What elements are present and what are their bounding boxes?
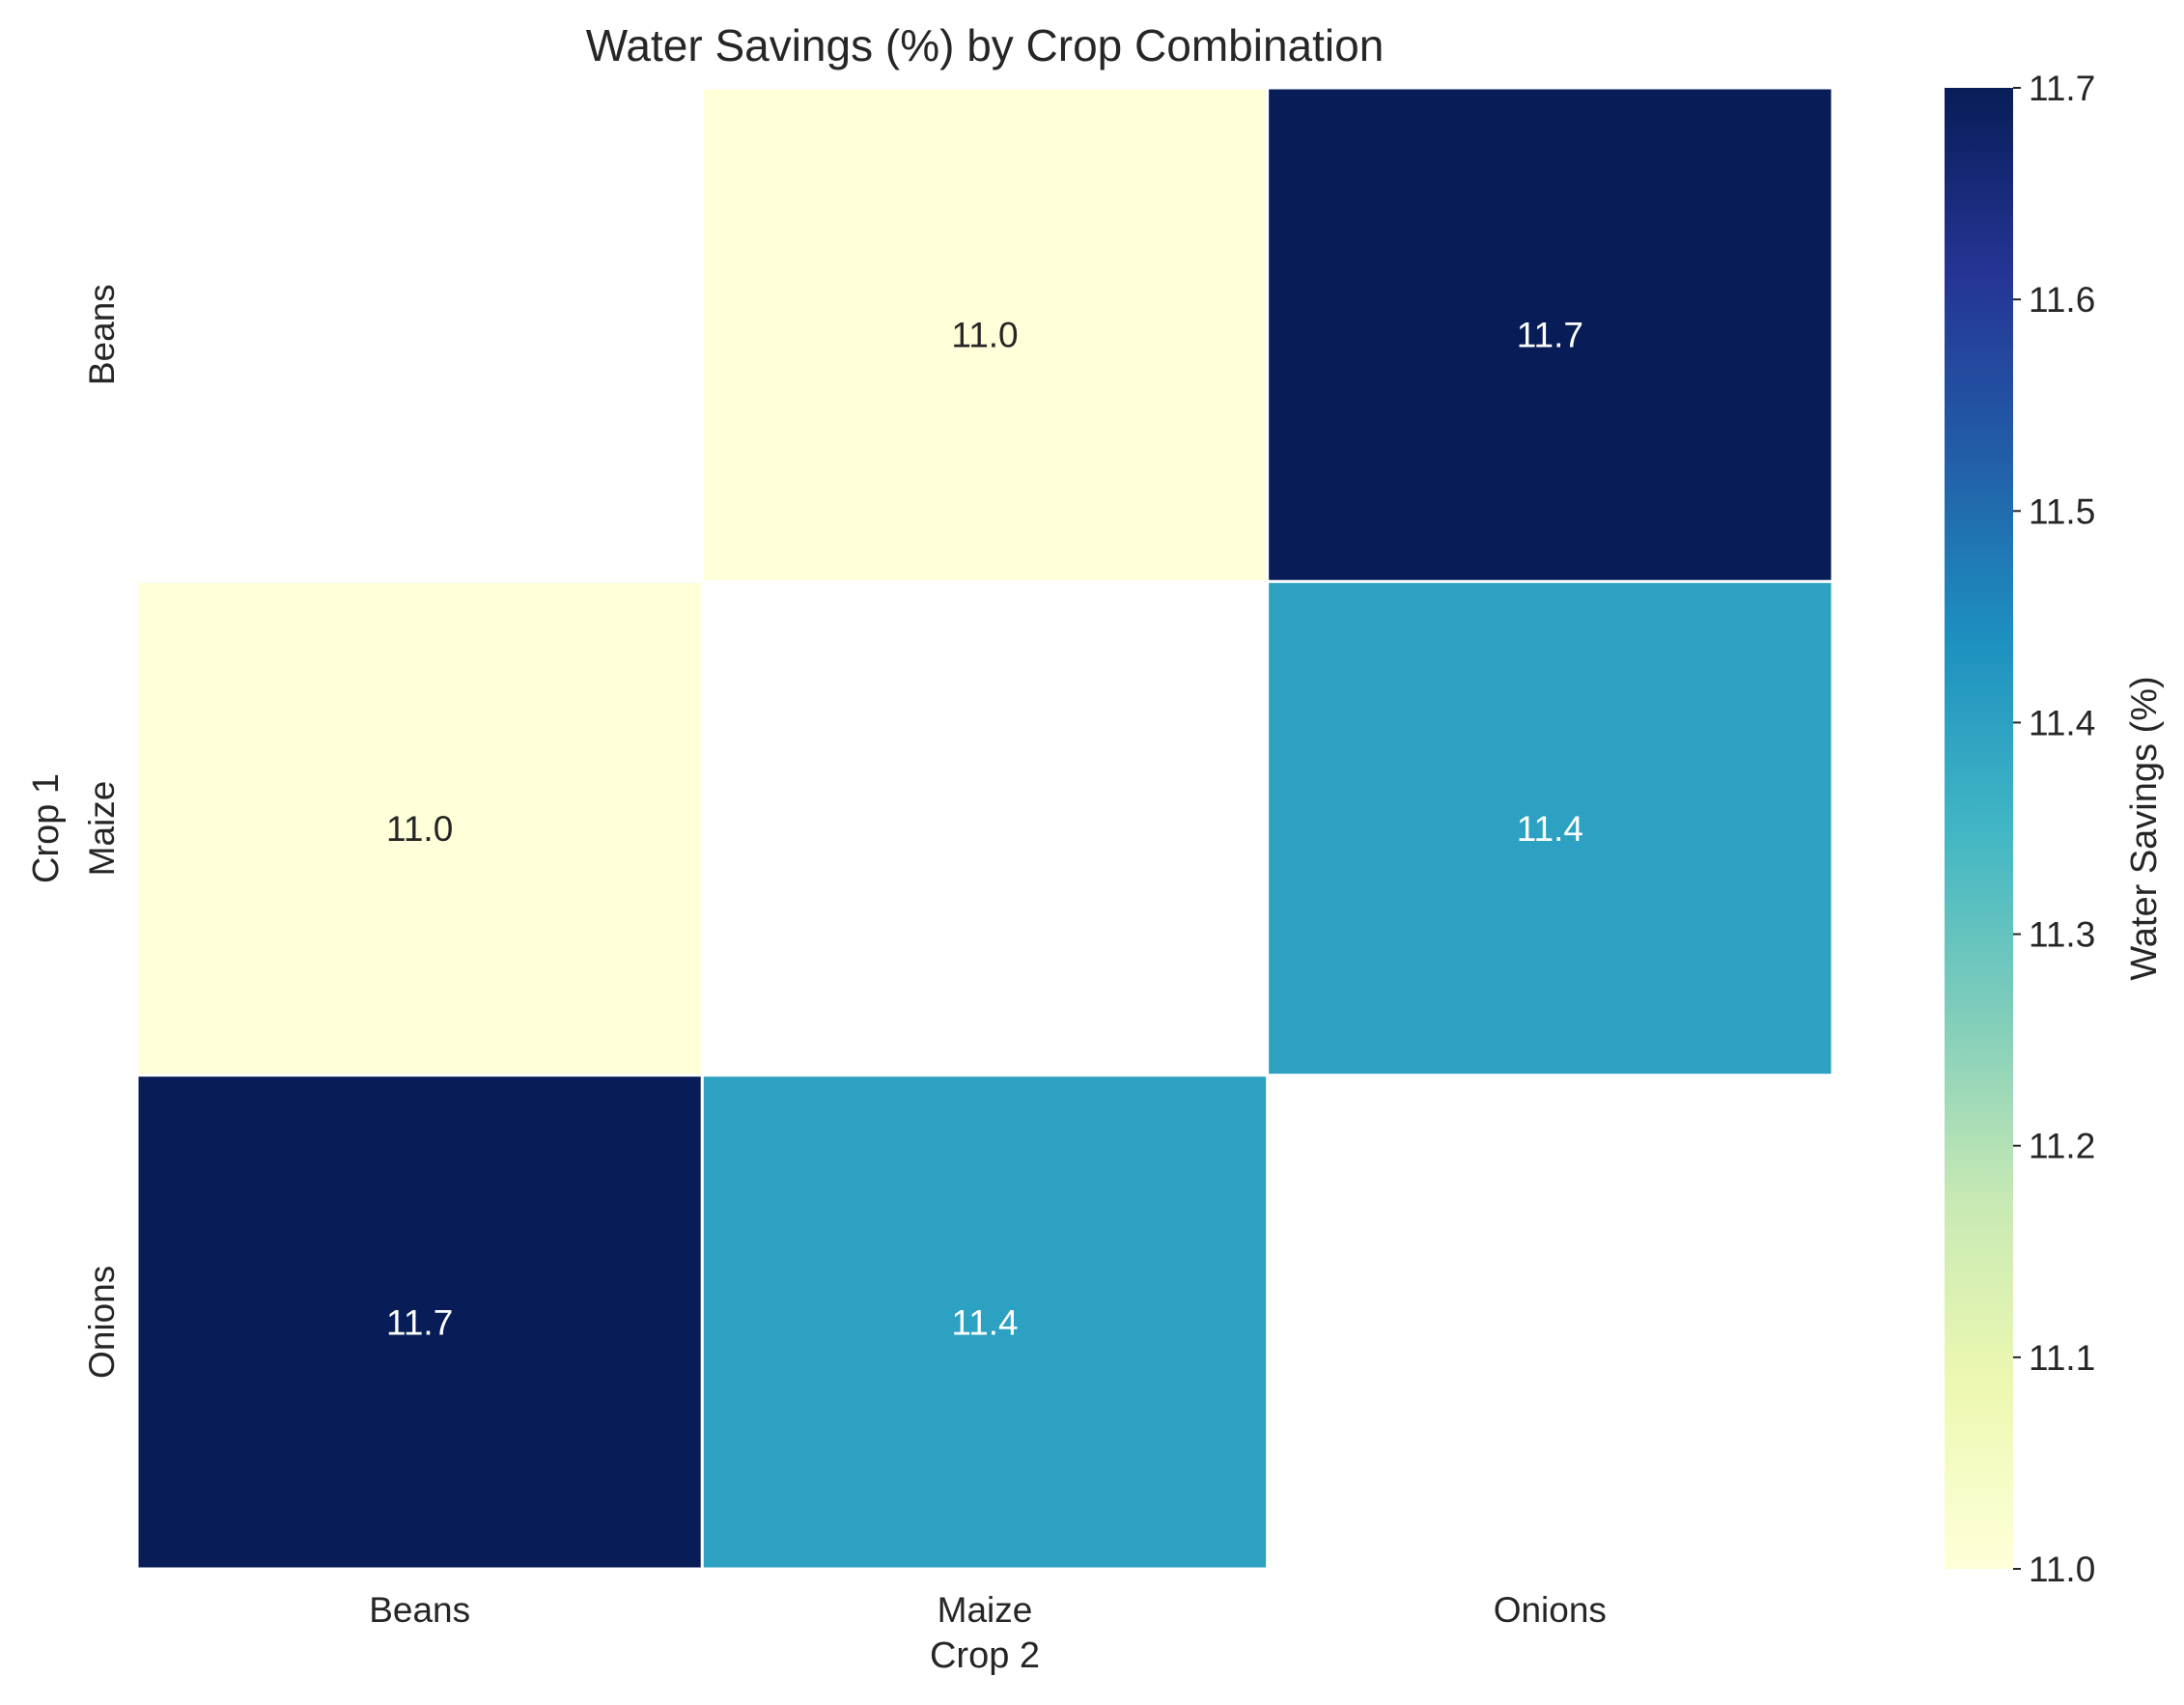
cell-value-label: 11.4	[951, 1302, 1018, 1342]
heatmap-cell	[135, 579, 704, 1077]
y-tick-label: Onions	[82, 1266, 122, 1379]
x-tick-label: Beans	[369, 1590, 470, 1630]
colorbar-tick-label: 11.4	[2029, 703, 2095, 742]
heatmap-cell	[1266, 579, 1834, 1077]
heatmap-cells	[135, 86, 1834, 1571]
heatmap-cell-labels: 11.0 11.7 11.0 11.4 11.7 11.4	[386, 316, 1583, 1343]
cell-value-label: 11.0	[951, 316, 1018, 355]
x-axis-ticks: Beans Maize Onions	[369, 1590, 1607, 1630]
x-tick-label: Onions	[1494, 1590, 1607, 1630]
colorbar-tick-label: 11.7	[2029, 69, 2095, 108]
colorbar-label: Water Savings (%)	[2124, 676, 2165, 980]
y-axis-label: Crop 1	[26, 773, 67, 883]
y-tick-label: Maize	[82, 781, 122, 877]
colorbar	[1945, 88, 2013, 1569]
cell-value-label: 11.4	[1517, 809, 1583, 849]
y-tick-label: Beans	[82, 284, 122, 385]
colorbar-ticks: 11.0 11.1 11.2 11.3 11.4 11.5 11.6 11.7	[2013, 69, 2095, 1589]
x-tick-label: Maize	[938, 1590, 1033, 1630]
y-axis-ticks: Beans Maize Onions	[82, 284, 122, 1379]
x-axis-label: Crop 2	[930, 1635, 1040, 1676]
colorbar-tick-label: 11.1	[2029, 1338, 2095, 1378]
cell-value-label: 11.7	[386, 1302, 453, 1342]
heatmap-cell	[1266, 86, 1834, 583]
colorbar-tick-label: 11.2	[2029, 1127, 2095, 1166]
heatmap-cell	[700, 1074, 1270, 1571]
cell-value-label: 11.7	[1517, 316, 1583, 355]
colorbar-tick-label: 11.5	[2029, 491, 2095, 531]
colorbar-tick-label: 11.3	[2029, 915, 2095, 955]
colorbar-tick-label: 11.6	[2029, 280, 2095, 320]
heatmap-cell	[135, 1074, 704, 1571]
colorbar-tick-label: 11.0	[2029, 1550, 2095, 1589]
heatmap-cell	[700, 86, 1270, 583]
chart-title: Water Savings (%) by Crop Combination	[586, 20, 1385, 70]
cell-value-label: 11.0	[386, 809, 453, 849]
